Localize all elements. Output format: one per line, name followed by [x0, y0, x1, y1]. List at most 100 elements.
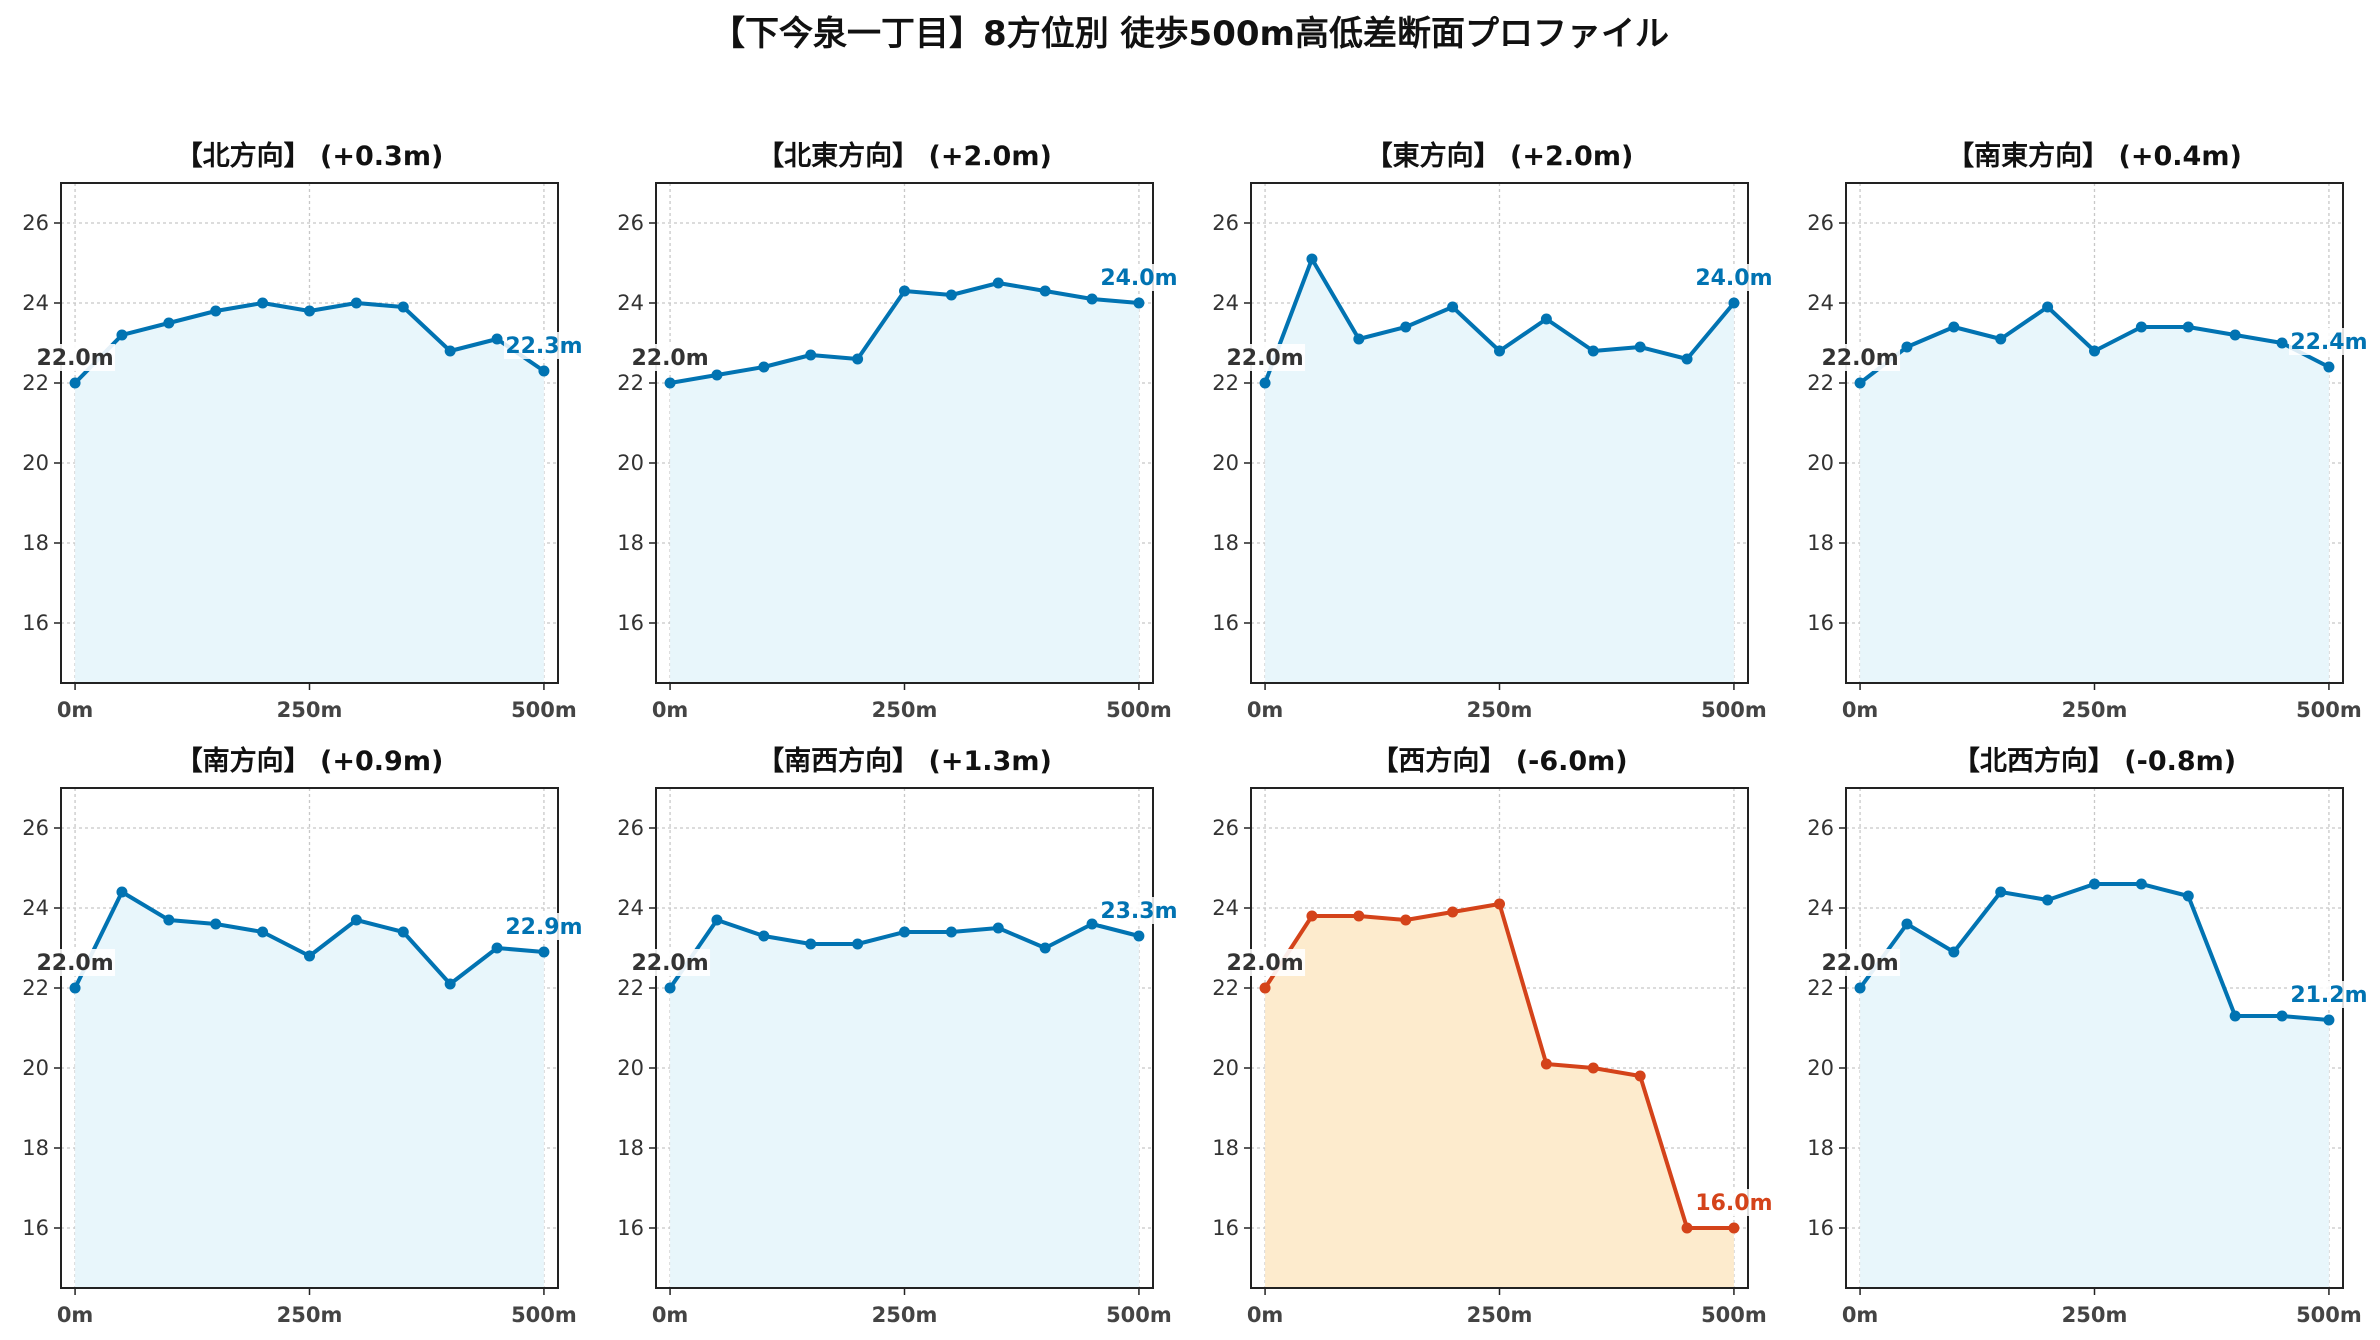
data-point [899, 285, 910, 297]
start-label-bg [35, 949, 116, 976]
x-tick-label: 0m [57, 698, 94, 722]
figure-title: 【下今泉一丁目】8方位別 徒歩500m高低差断面プロファイル [711, 14, 1669, 54]
y-tick-label: 24 [1807, 291, 1834, 315]
y-tick-label: 26 [1807, 816, 1834, 840]
data-point [304, 950, 315, 962]
end-label-bg [1693, 1189, 1774, 1216]
data-point [2042, 894, 2054, 906]
y-tick-label: 16 [1212, 1216, 1239, 1240]
x-tick-label: 500m [511, 1303, 577, 1327]
start-label-bg [630, 949, 711, 976]
start-label-bg [1820, 949, 1901, 976]
start-value-label: 22.0m [1226, 346, 1303, 371]
end-value-label: 16.0m [1695, 1191, 1772, 1216]
data-point [1086, 918, 1098, 930]
y-tick-label: 22 [1212, 976, 1239, 1000]
data-point [1039, 285, 1051, 297]
data-point [1901, 918, 1913, 930]
data-point [2276, 337, 2288, 349]
data-point [1948, 946, 1960, 958]
data-point [2182, 321, 2194, 333]
data-point [1447, 301, 1459, 313]
data-point [2276, 1010, 2288, 1022]
x-tick-label: 500m [1701, 698, 1767, 722]
area-fill [670, 920, 1139, 1288]
start-value-label: 22.0m [1821, 951, 1898, 976]
y-tick-label: 18 [617, 1136, 644, 1160]
end-label-bg [2288, 328, 2369, 355]
y-tick-label: 16 [617, 1216, 644, 1240]
subplot-1: 【北方向】 (+0.3m) 0m 250m 500m 16 18 20 22 24 26 22.0m… [22, 140, 584, 722]
y-tick-label: 18 [617, 531, 644, 555]
y-tick-label: 22 [1807, 976, 1834, 1000]
data-point [491, 942, 503, 954]
data-point [664, 982, 676, 994]
data-point [1854, 982, 1866, 994]
y-tick-label: 24 [617, 896, 644, 920]
data-point [945, 926, 957, 938]
subplot-title: 【南西方向】 (+1.3m) [757, 745, 1052, 777]
end-label-bg [503, 913, 584, 940]
data-point [1728, 297, 1740, 309]
end-label-bg [1098, 897, 1179, 924]
data-point [992, 277, 1004, 289]
data-point [2135, 878, 2147, 890]
x-tick-label: 0m [1247, 1303, 1284, 1327]
start-label-bg [1225, 344, 1306, 371]
y-tick-label: 20 [1807, 451, 1834, 475]
x-tick-label: 500m [511, 698, 577, 722]
y-tick-label: 18 [1212, 531, 1239, 555]
end-label-bg [1693, 264, 1774, 291]
subplot-title: 【北西方向】 (-0.8m) [1953, 745, 2236, 777]
data-point [538, 365, 550, 377]
data-point [163, 317, 175, 329]
end-value-label: 22.4m [2290, 330, 2367, 355]
y-tick-label: 18 [1807, 531, 1834, 555]
data-point [758, 361, 770, 373]
data-point [852, 938, 864, 950]
end-value-label: 23.3m [1100, 899, 1177, 924]
end-label-bg [1098, 264, 1179, 291]
y-tick-label: 16 [1807, 611, 1834, 635]
subplot-8: 【北西方向】 (-0.8m) 0m 250m 500m 16 18 20 22 24 26 22.0… [1807, 745, 2369, 1327]
y-tick-label: 26 [617, 816, 644, 840]
data-point [69, 982, 81, 994]
y-tick-label: 22 [617, 371, 644, 395]
data-point [1400, 321, 1412, 333]
data-point [1259, 982, 1271, 994]
data-point [1587, 1062, 1599, 1074]
data-point [852, 353, 864, 365]
data-point [758, 930, 770, 942]
end-value-label: 24.0m [1100, 266, 1177, 291]
x-tick-label: 250m [2062, 698, 2128, 722]
y-tick-label: 22 [22, 976, 49, 1000]
data-point [2229, 1010, 2241, 1022]
data-point [1681, 1222, 1693, 1234]
x-tick-label: 0m [652, 698, 689, 722]
x-tick-label: 500m [2296, 698, 2362, 722]
y-tick-label: 20 [22, 451, 49, 475]
x-tick-label: 500m [1106, 698, 1172, 722]
data-point [1995, 333, 2007, 345]
data-point [257, 297, 269, 309]
y-tick-label: 24 [22, 896, 49, 920]
y-tick-label: 22 [1212, 371, 1239, 395]
data-point [350, 914, 362, 926]
data-point [538, 946, 550, 958]
y-tick-label: 16 [1807, 1216, 1834, 1240]
y-tick-label: 20 [22, 1056, 49, 1080]
data-point [1587, 345, 1599, 357]
x-tick-label: 500m [1106, 1303, 1172, 1327]
data-point [397, 926, 409, 938]
x-tick-label: 0m [1247, 698, 1284, 722]
x-tick-label: 0m [652, 1303, 689, 1327]
y-tick-label: 24 [617, 291, 644, 315]
data-point [1353, 333, 1365, 345]
x-tick-label: 500m [2296, 1303, 2362, 1327]
subplot-title: 【南方向】 (+0.9m) [176, 745, 444, 777]
y-tick-label: 22 [1807, 371, 1834, 395]
subplot-3: 【東方向】 (+2.0m) 0m 250m 500m 16 18 20 22 24 26 22.0m… [1212, 140, 1774, 722]
start-label-bg [35, 344, 116, 371]
x-tick-label: 250m [872, 1303, 938, 1327]
